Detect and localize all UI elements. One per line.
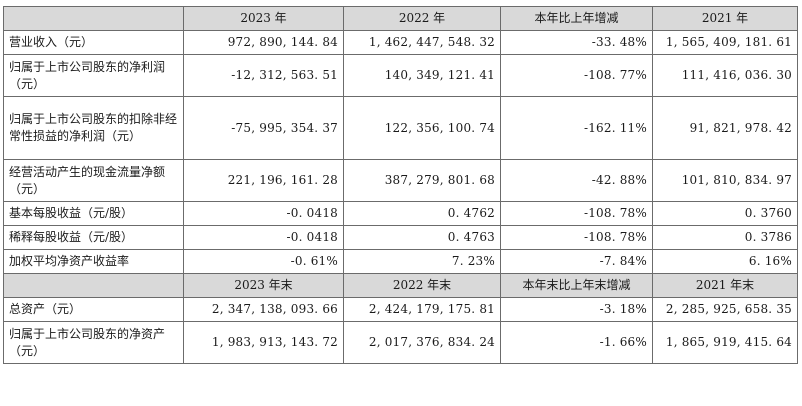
column-header: 本年末比上年末增减 bbox=[500, 273, 653, 298]
value-cell: 972, 890, 144. 84 bbox=[183, 30, 344, 55]
value-cell: 101, 810, 834. 97 bbox=[652, 159, 798, 202]
value-cell: -3. 18% bbox=[500, 297, 653, 322]
value-cell: 1, 983, 913, 143. 72 bbox=[183, 321, 344, 364]
row-label: 加权平均净资产收益率 bbox=[3, 249, 184, 274]
value-cell: 0. 3760 bbox=[652, 201, 798, 226]
value-cell: -33. 48% bbox=[500, 30, 653, 55]
column-header: 本年比上年增减 bbox=[500, 6, 653, 31]
table-row: 经营活动产生的现金流量净额（元） 221, 196, 161. 28 387, 27… bbox=[3, 159, 798, 202]
value-cell: 111, 416, 036. 30 bbox=[652, 54, 798, 97]
header-blank-cell bbox=[3, 6, 184, 31]
value-cell: -108. 77% bbox=[500, 54, 653, 97]
row-label: 稀释每股收益（元/股） bbox=[3, 225, 184, 250]
row-label: 营业收入（元） bbox=[3, 30, 184, 55]
table-row: 营业收入（元） 972, 890, 144. 84 1, 462, 447, 548… bbox=[3, 30, 798, 55]
header-row-2: 2023 年末 2022 年末 本年末比上年末增减 2021 年末 bbox=[3, 273, 798, 298]
table-row: 总资产（元） 2, 347, 138, 093. 66 2, 424, 179, 1… bbox=[3, 297, 798, 322]
value-cell: 7. 23% bbox=[343, 249, 501, 274]
table-row: 归属于上市公司股东的净利润（元） -12, 312, 563. 51 140, 34… bbox=[3, 54, 798, 97]
header-blank-cell bbox=[3, 273, 184, 298]
column-header: 2023 年末 bbox=[183, 273, 344, 298]
column-header: 2021 年 bbox=[652, 6, 798, 31]
value-cell: 1, 462, 447, 548. 32 bbox=[343, 30, 501, 55]
header-row-1: 2023 年 2022 年本年比上年增减 2021 年 bbox=[3, 6, 798, 31]
value-cell: 0. 4763 bbox=[343, 225, 501, 250]
row-label: 归属于上市公司股东的净利润（元） bbox=[3, 54, 184, 97]
value-cell: -108. 78% bbox=[500, 225, 653, 250]
value-cell: -42. 88% bbox=[500, 159, 653, 202]
value-cell: -0. 61% bbox=[183, 249, 344, 274]
column-header: 2022 年 bbox=[343, 6, 501, 31]
value-cell: -162. 11% bbox=[500, 96, 653, 160]
row-label: 基本每股收益（元/股） bbox=[3, 201, 184, 226]
table-row: 基本每股收益（元/股） -0. 0418 0. 4762 -108. 78% 0. 37… bbox=[3, 201, 798, 226]
row-label: 归属于上市公司股东的净资产（元） bbox=[3, 321, 184, 364]
value-cell: -1. 66% bbox=[500, 321, 653, 364]
value-cell: 2, 347, 138, 093. 66 bbox=[183, 297, 344, 322]
value-cell: 2, 285, 925, 658. 35 bbox=[652, 297, 798, 322]
table-row: 归属于上市公司股东的扣除非经常性损益的净利润（元） -75, 995, 354. … bbox=[3, 96, 798, 160]
value-cell: -7. 84% bbox=[500, 249, 653, 274]
value-cell: 1, 565, 409, 181. 61 bbox=[652, 30, 798, 55]
value-cell: 0. 3786 bbox=[652, 225, 798, 250]
value-cell: -0. 0418 bbox=[183, 201, 344, 226]
value-cell: 0. 4762 bbox=[343, 201, 501, 226]
value-cell: 6. 16% bbox=[652, 249, 798, 274]
value-cell: -12, 312, 563. 51 bbox=[183, 54, 344, 97]
value-cell: 2, 017, 376, 834. 24 bbox=[343, 321, 501, 364]
value-cell: -75, 995, 354. 37 bbox=[183, 96, 344, 160]
value-cell: 1, 865, 919, 415. 64 bbox=[652, 321, 798, 364]
value-cell: 140, 349, 121. 41 bbox=[343, 54, 501, 97]
value-cell: 2, 424, 179, 175. 81 bbox=[343, 297, 501, 322]
value-cell: 91, 821, 978. 42 bbox=[652, 96, 798, 160]
row-label: 总资产（元） bbox=[3, 297, 184, 322]
table-row: 加权平均净资产收益率 -0. 61% 7. 23% -7. 84% 6. 16% bbox=[3, 249, 798, 274]
value-cell: 387, 279, 801. 68 bbox=[343, 159, 501, 202]
value-cell: -108. 78% bbox=[500, 201, 653, 226]
row-label: 经营活动产生的现金流量净额（元） bbox=[3, 159, 184, 202]
table-row: 稀释每股收益（元/股） -0. 0418 0. 4763 -108. 78% 0. 37… bbox=[3, 225, 798, 250]
value-cell: 221, 196, 161. 28 bbox=[183, 159, 344, 202]
value-cell: 122, 356, 100. 74 bbox=[343, 96, 501, 160]
financial-summary-table: 2023 年 2022 年本年比上年增减 2021 年营业收入（元） 972, 890… bbox=[3, 6, 798, 364]
column-header: 2022 年末 bbox=[343, 273, 501, 298]
row-label: 归属于上市公司股东的扣除非经常性损益的净利润（元） bbox=[3, 96, 184, 160]
value-cell: -0. 0418 bbox=[183, 225, 344, 250]
column-header: 2021 年末 bbox=[652, 273, 798, 298]
column-header: 2023 年 bbox=[183, 6, 344, 31]
table-row: 归属于上市公司股东的净资产（元） 1, 983, 913, 143. 72 2, 0… bbox=[3, 321, 798, 364]
